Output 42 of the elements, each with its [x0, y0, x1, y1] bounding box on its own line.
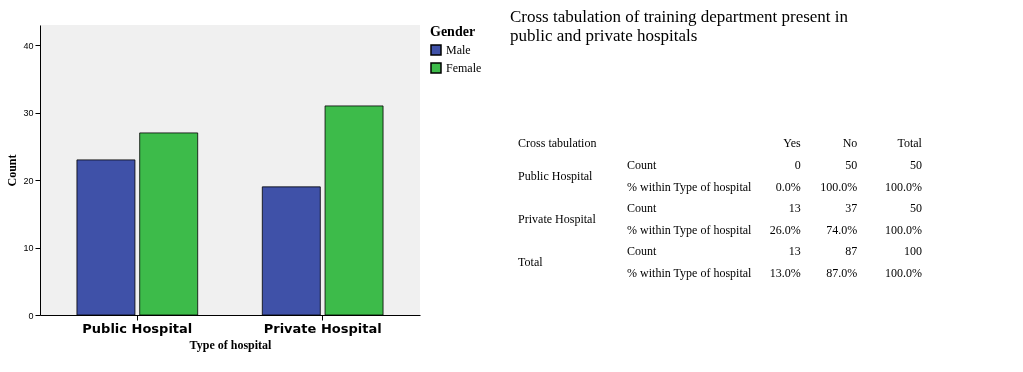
text: Yes — [783, 136, 802, 151]
text: 50 — [909, 158, 922, 172]
text: Count — [627, 201, 658, 216]
text: Public Hospital — [518, 168, 594, 183]
text: 100.0% — [820, 179, 858, 194]
legend-label: Male — [446, 43, 471, 57]
y-tick-label: 30 — [23, 108, 34, 119]
text: 100 — [903, 244, 922, 259]
text: 13 — [788, 201, 801, 216]
text: 50 — [909, 201, 922, 216]
text: 100.0% — [884, 265, 922, 280]
legend-title: Gender — [430, 24, 476, 39]
y-axis-title: Count — [5, 154, 20, 187]
text: 87.0% — [826, 265, 858, 280]
text: 0.0% — [775, 179, 801, 194]
text: 13 — [788, 244, 801, 259]
text: 87 — [845, 244, 858, 259]
y-tick-label: 10 — [23, 243, 34, 254]
text: 37 — [845, 201, 858, 216]
text: % within Type of hospital — [627, 179, 753, 194]
text: Private Hospital — [518, 211, 597, 226]
text: 50 — [845, 158, 858, 172]
y-tick-label: 0 — [28, 310, 34, 321]
text: 100.0% — [884, 179, 922, 194]
text: % within Type of hospital — [627, 265, 753, 280]
text: No — [842, 136, 858, 151]
text: Cross tabulation of training department present in public and private hospitals — [510, 7, 849, 45]
text: Count — [627, 158, 658, 172]
text: 26.0% — [769, 222, 801, 237]
text: Total — [518, 254, 544, 269]
text: 74.0% — [826, 222, 858, 237]
y-tick-label: 20 — [23, 175, 34, 186]
text: % within Type of hospital — [627, 222, 753, 237]
y-tick-label: 40 — [23, 40, 34, 51]
text: 13.0% — [769, 265, 801, 280]
text: Count — [627, 244, 658, 259]
text: Cross tabulation — [518, 136, 597, 151]
x-axis-title: Type of hospital — [189, 337, 273, 352]
text: 100.0% — [884, 222, 922, 237]
text: Total — [897, 136, 923, 151]
text: 0 — [794, 158, 801, 172]
legend-label: Female — [446, 61, 482, 75]
